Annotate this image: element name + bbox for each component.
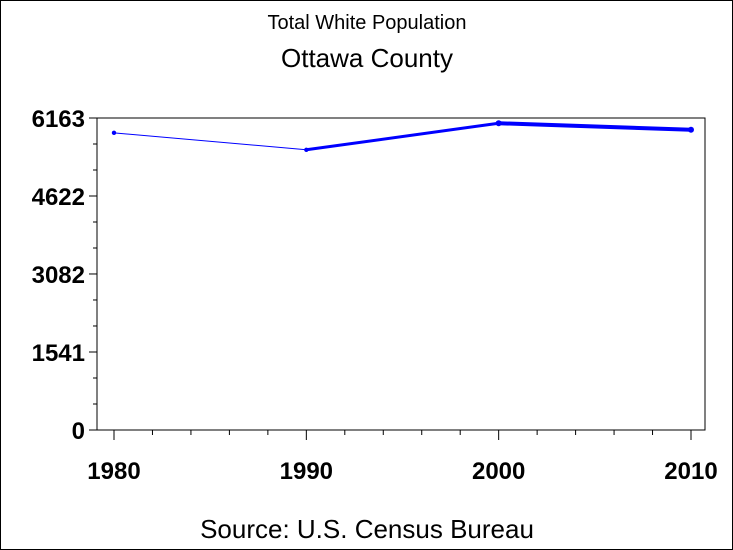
y-tick-label: 1541: [32, 340, 85, 367]
data-point: [111, 130, 117, 136]
data-point: [304, 147, 309, 152]
data-point: [688, 126, 694, 133]
series-layer: [111, 120, 694, 152]
plot-area: [96, 117, 706, 431]
x-tick-label: 1990: [280, 458, 333, 485]
series-segment: [304, 121, 501, 152]
source-note: Source: U.S. Census Bureau: [200, 514, 534, 544]
x-tick-label: 1980: [87, 458, 140, 485]
y-axis: 6163 4622 3082 1541 0: [32, 106, 97, 445]
y-tick-label: 3082: [32, 262, 85, 289]
x-tick-label: 2000: [472, 458, 525, 485]
data-point: [495, 120, 502, 127]
y-tick-label: 4622: [32, 184, 85, 211]
x-tick-label: 2010: [664, 458, 717, 485]
series-segment: [113, 132, 307, 151]
x-axis: 1980 1990 2000 2010: [87, 430, 718, 485]
chart-subtitle: Ottawa County: [281, 43, 453, 73]
series-segment: [496, 121, 693, 132]
y-tick-label: 0: [72, 418, 85, 445]
chart-title: Total White Population: [267, 12, 466, 34]
y-tick-label: 6163: [32, 106, 85, 133]
